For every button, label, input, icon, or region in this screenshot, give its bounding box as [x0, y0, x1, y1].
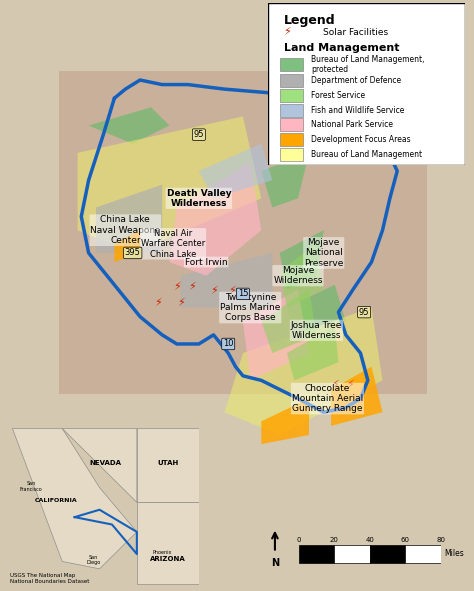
Text: Land Management: Land Management: [283, 44, 399, 53]
Text: NEVADA: NEVADA: [90, 460, 122, 466]
Bar: [299, 545, 334, 563]
Bar: [280, 148, 303, 161]
Text: San
Diego: San Diego: [86, 554, 100, 566]
Text: ⚡: ⚡: [283, 27, 292, 37]
Text: China Lake
Naval Weapons
Center: China Lake Naval Weapons Center: [91, 215, 160, 245]
Polygon shape: [287, 285, 346, 344]
Bar: [59, 71, 427, 394]
Polygon shape: [199, 144, 272, 199]
Text: Naval Air
Warfare Center
China Lake: Naval Air Warfare Center China Lake: [141, 229, 205, 259]
Bar: [280, 74, 303, 87]
Text: Twentynine
Palms Marine
Corps Base: Twentynine Palms Marine Corps Base: [220, 293, 281, 323]
Text: UTAH: UTAH: [157, 460, 179, 466]
Text: ARIZONA: ARIZONA: [150, 557, 186, 563]
Polygon shape: [181, 253, 272, 307]
Text: ⚡: ⚡: [173, 282, 181, 292]
Text: N: N: [271, 558, 279, 568]
Text: Solar Facilities: Solar Facilities: [323, 28, 388, 37]
Polygon shape: [280, 244, 324, 307]
Text: ⚡: ⚡: [210, 287, 218, 297]
Polygon shape: [261, 398, 309, 444]
Text: Fort Irwin: Fort Irwin: [185, 258, 228, 267]
Text: Mojave
Wilderness: Mojave Wilderness: [273, 266, 323, 285]
Text: Miles: Miles: [444, 549, 464, 558]
Bar: [370, 545, 405, 563]
Text: Legend: Legend: [283, 14, 335, 27]
Bar: [334, 545, 370, 563]
Polygon shape: [78, 116, 261, 253]
Polygon shape: [331, 366, 383, 426]
Text: Bureau of Land Management,
protected: Bureau of Land Management, protected: [311, 55, 425, 74]
Text: Bureau of Land Management: Bureau of Land Management: [311, 150, 422, 158]
Text: ⚡: ⚡: [155, 298, 162, 308]
Text: 10: 10: [223, 339, 234, 349]
Text: 395: 395: [125, 248, 141, 258]
Bar: [280, 104, 303, 117]
Text: ⚡: ⚡: [228, 287, 236, 297]
Polygon shape: [89, 108, 169, 144]
Polygon shape: [261, 290, 316, 353]
Polygon shape: [280, 230, 324, 290]
Text: ⚡: ⚡: [188, 282, 195, 292]
Text: ⚡: ⚡: [177, 298, 184, 308]
Bar: [280, 59, 303, 72]
Text: ⚡: ⚡: [331, 380, 338, 390]
Text: 0: 0: [296, 537, 301, 543]
Polygon shape: [62, 428, 137, 502]
Polygon shape: [96, 184, 162, 253]
Polygon shape: [169, 162, 261, 275]
Text: 95: 95: [193, 130, 204, 139]
Text: Chocolate
Mountain Aerial
Gunnery Range: Chocolate Mountain Aerial Gunnery Range: [292, 384, 363, 414]
Text: 40: 40: [365, 537, 374, 543]
Text: ⚡: ⚡: [346, 380, 353, 390]
Text: Mojave
National
Preserve: Mojave National Preserve: [304, 238, 344, 268]
Polygon shape: [225, 307, 383, 435]
Text: 15: 15: [237, 290, 248, 298]
Bar: [280, 89, 303, 102]
Text: 60: 60: [401, 537, 410, 543]
Polygon shape: [137, 428, 199, 502]
Text: Joshua Tree
Wilderness: Joshua Tree Wilderness: [291, 320, 342, 340]
Text: Development Focus Areas: Development Focus Areas: [311, 135, 410, 144]
Text: Fish and Wildlife Service: Fish and Wildlife Service: [311, 106, 404, 115]
Bar: [280, 133, 303, 146]
Polygon shape: [261, 153, 309, 207]
Text: San
Francisco: San Francisco: [20, 480, 43, 492]
Polygon shape: [287, 326, 338, 381]
Text: USGS The National Map
National Boundaries Dataset: USGS The National Map National Boundarie…: [10, 573, 89, 584]
Text: Forest Service: Forest Service: [311, 91, 365, 100]
Bar: [405, 545, 441, 563]
Polygon shape: [114, 230, 140, 262]
Text: CALIFORNIA: CALIFORNIA: [35, 498, 77, 504]
Text: Phoenix: Phoenix: [152, 550, 172, 555]
Text: Death Valley
Wilderness: Death Valley Wilderness: [166, 189, 231, 208]
Polygon shape: [12, 428, 137, 569]
Text: 80: 80: [437, 537, 445, 543]
Polygon shape: [243, 290, 309, 381]
Bar: [280, 118, 303, 131]
Text: 95: 95: [359, 307, 369, 317]
Text: National Park Service: National Park Service: [311, 121, 393, 129]
Polygon shape: [137, 502, 199, 583]
Text: Department of Defence: Department of Defence: [311, 76, 401, 86]
Text: 20: 20: [330, 537, 338, 543]
